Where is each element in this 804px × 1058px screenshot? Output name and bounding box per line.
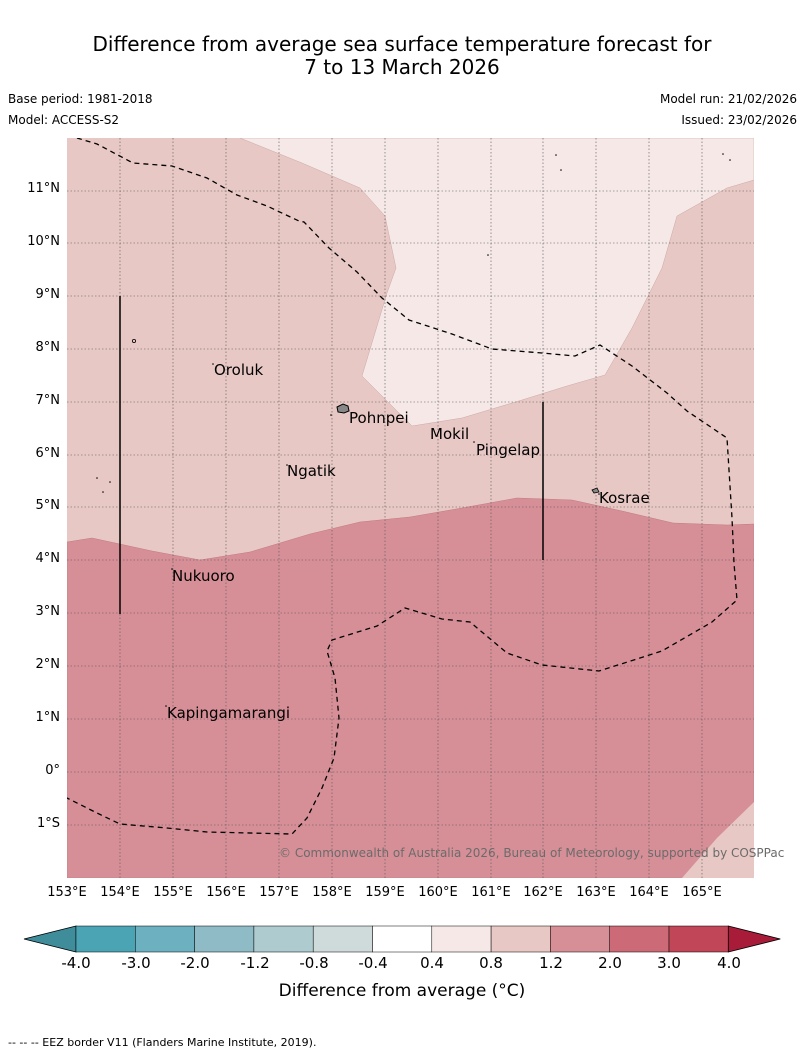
lon-label: 153°E — [47, 885, 87, 900]
title-line-1: Difference from average sea surface temp… — [92, 32, 712, 56]
colorbar-extend-low — [23, 925, 77, 953]
place-pohnpei: Pohnpei — [349, 409, 409, 427]
eez-footnote: -- -- -- EEZ border V11 (Flanders Marine… — [8, 1036, 317, 1049]
lon-label: 159°E — [365, 885, 405, 900]
lat-label: 1°N — [35, 710, 61, 725]
islet-west-3 — [109, 481, 111, 483]
islet-west-2 — [102, 491, 104, 493]
place-pingelap: Pingelap — [476, 441, 541, 459]
colorbar-tick: -3.0 — [121, 954, 151, 972]
colorbar-tick: -0.8 — [299, 954, 329, 972]
colorbar-tick: 1.2 — [539, 954, 563, 972]
model-run: Model run: 21/02/2026 — [659, 92, 797, 106]
pingelap-dot — [473, 441, 475, 443]
islet-mid — [487, 254, 489, 256]
colorbar — [23, 925, 781, 953]
lat-label: 0° — [45, 763, 60, 778]
kapinga-dot — [165, 705, 167, 707]
map-svg — [67, 138, 754, 878]
islet-west-1 — [96, 477, 98, 479]
colorbar-cell — [609, 925, 670, 953]
lon-label: 154°E — [100, 885, 140, 900]
colorbar-tick: -0.4 — [358, 954, 388, 972]
map-panel — [67, 138, 754, 878]
colorbar-cell — [431, 925, 492, 953]
lon-label: 156°E — [206, 885, 246, 900]
islet-ne-2 — [560, 169, 562, 171]
lon-label: 163°E — [576, 885, 616, 900]
lon-label: 155°E — [153, 885, 193, 900]
place-mokil: Mokil — [430, 425, 470, 443]
colorbar-cell — [668, 925, 729, 953]
lon-label: 161°E — [471, 885, 511, 900]
copyright-note: © Commonwealth of Australia 2026, Bureau… — [279, 846, 785, 860]
lon-label: 158°E — [312, 885, 352, 900]
colorbar-extend-high — [727, 925, 781, 953]
lon-label: 165°E — [682, 885, 722, 900]
ngatik-dot — [286, 464, 288, 466]
pohnpei-island — [336, 403, 350, 414]
lat-label: 8°N — [35, 340, 61, 355]
eez-border — [67, 138, 738, 835]
lon-label: 164°E — [629, 885, 669, 900]
colorbar-tick: -1.2 — [240, 954, 270, 972]
base-period: Base period: 1981-2018 — [8, 92, 153, 106]
colorbar-cell — [550, 925, 610, 953]
gridlines — [67, 138, 754, 878]
anomaly-region-corner — [682, 802, 754, 878]
colorbar-tick: -4.0 — [61, 954, 91, 972]
kosrae-island — [591, 487, 600, 494]
lat-label: 6°N — [35, 446, 61, 461]
nukuoro-dot — [171, 568, 173, 570]
place-oroluk: Oroluk — [214, 361, 264, 379]
islet-8n — [132, 338, 137, 343]
lat-label: 3°N — [35, 604, 61, 619]
issued-date: Issued: 23/02/2026 — [681, 113, 797, 127]
lon-label: 162°E — [523, 885, 563, 900]
colorbar-cell — [312, 925, 373, 953]
colorbar-tick: 0.4 — [420, 954, 444, 972]
colorbar-tick: 2.0 — [598, 954, 622, 972]
islet-ne-3 — [722, 153, 724, 155]
lat-label: 1°S — [36, 816, 60, 831]
place-ngatik: Ngatik — [287, 462, 336, 480]
islet-pohnpei-w — [330, 414, 332, 416]
colorbar-cell — [253, 925, 314, 953]
lat-label: 9°N — [35, 287, 61, 302]
colorbar-cell — [135, 925, 195, 953]
lat-label: 5°N — [35, 498, 61, 513]
oroluk-dot — [212, 363, 214, 365]
colorbar-tick: 0.8 — [479, 954, 503, 972]
colorbar-tick: -2.0 — [180, 954, 210, 972]
lat-label: 7°N — [35, 393, 61, 408]
colorbar-title: Difference from average (°C) — [278, 981, 526, 1001]
islet-ne-4 — [729, 159, 731, 161]
lat-label: 4°N — [35, 551, 61, 566]
anomaly-region-1-2-2-0 — [67, 497, 754, 878]
model-name: Model: ACCESS-S2 — [8, 113, 120, 127]
colorbar-cell — [194, 925, 255, 953]
colorbar-cell — [490, 925, 551, 953]
colorbar-cell — [372, 925, 433, 953]
colorbar-cell — [75, 925, 136, 953]
lon-label: 160°E — [418, 885, 458, 900]
colorbar-tick: 3.0 — [657, 954, 681, 972]
lat-label: 2°N — [35, 657, 61, 672]
lat-label: 11°N — [27, 181, 60, 196]
place-kosrae: Kosrae — [599, 489, 650, 507]
chart-title: Difference from average sea surface temp… — [0, 33, 804, 79]
lat-label: 10°N — [27, 234, 60, 249]
place-nukuoro: Nukuoro — [172, 567, 235, 585]
title-line-2: 7 to 13 March 2026 — [304, 55, 500, 79]
map-frame — [67, 138, 754, 878]
place-kapingamarangi: Kapingamarangi — [167, 704, 291, 722]
lon-label: 157°E — [259, 885, 299, 900]
kosrae-dot — [598, 493, 600, 495]
colorbar-tick: 4.0 — [717, 954, 741, 972]
islet-ne-1 — [555, 154, 557, 156]
